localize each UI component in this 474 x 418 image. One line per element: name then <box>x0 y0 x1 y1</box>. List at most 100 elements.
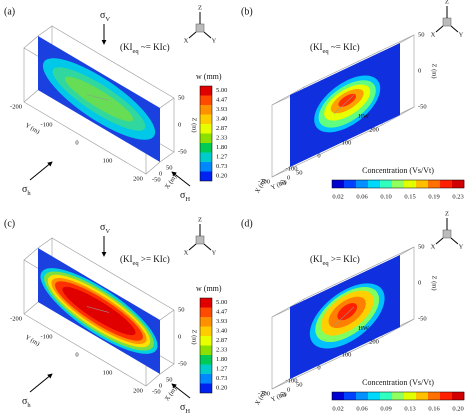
panel-label: (a) <box>4 6 15 17</box>
colorbar-tick-label: 0.73 <box>216 375 227 382</box>
box-edge <box>23 35 39 49</box>
stress-arrow <box>29 161 53 181</box>
box-edge <box>399 246 415 256</box>
colorbar-swatch <box>200 298 212 308</box>
colorbar-swatch <box>200 86 212 96</box>
condition-part: (KI <box>310 254 323 264</box>
box-edge <box>289 86 305 96</box>
colorbar-tick-label: 2.33 <box>216 347 227 354</box>
z-tick-label: 0 <box>178 333 181 340</box>
triad-label: Z <box>198 216 202 223</box>
colorbar-tick-label: 0.20 <box>216 173 227 180</box>
box-edge <box>145 373 161 387</box>
condition: (KIeq >= KIc) <box>310 254 360 267</box>
y-tick-label: 100 <box>103 157 113 164</box>
box-edge <box>23 247 39 261</box>
colorbar-tick-label: 1.80 <box>216 144 227 151</box>
colorbar-tick-label: 1.80 <box>216 356 227 363</box>
box-edge <box>37 237 53 249</box>
colorbar-swatch <box>200 326 212 336</box>
stress-arrow <box>171 383 191 399</box>
stress-h-part: h <box>27 190 31 197</box>
stress-v-part: V <box>105 16 110 23</box>
colorbar-tick-label: 4.47 <box>216 97 228 104</box>
colorbar-swatch <box>428 180 441 188</box>
colorbar-swatch <box>200 95 212 105</box>
colorbar-swatch <box>404 180 417 188</box>
colorbar-swatch <box>200 162 212 172</box>
wellbore <box>333 306 355 327</box>
wellbore <box>333 94 355 115</box>
y-axis-title: Y (m) <box>24 334 41 348</box>
x-tick-label: -50 <box>278 179 287 186</box>
colorbar-tick-label: 4.47 <box>216 309 228 316</box>
stress-h-part: σ <box>22 184 28 195</box>
triad-axis <box>188 243 197 251</box>
fracture-plane <box>38 248 160 374</box>
contour-band <box>64 76 134 122</box>
y-tick-label: -100 <box>286 377 298 384</box>
colorbar-tick-label: 0.06 <box>356 405 368 412</box>
x-tick-label: 0 <box>159 170 162 177</box>
colorbar-tick-label: 3.93 <box>216 318 227 325</box>
y-tick-label: 100 <box>103 369 113 376</box>
contour-band <box>62 286 136 336</box>
box-edge <box>145 161 161 175</box>
box-edge <box>271 306 291 318</box>
colorbar-title: w (mm) <box>196 72 222 81</box>
colorbar-swatch <box>440 392 453 400</box>
colorbar-swatch <box>200 124 212 134</box>
z-tick-label: -50 <box>418 315 427 322</box>
colorbar-frame <box>331 179 465 189</box>
y-axis-title: Y (m) <box>24 122 41 136</box>
z-tick-label: -50 <box>178 360 187 367</box>
triad-axis <box>435 237 444 245</box>
condition-part: ~= KIc) <box>329 42 360 52</box>
x-tick-label: -50 <box>278 391 287 398</box>
colorbar-tick-label: 0.20 <box>452 405 463 412</box>
colorbar-tick-label: 5.00 <box>216 87 227 94</box>
x-axis-title: X (m) <box>164 386 179 403</box>
x-axis-title: X (m) <box>254 177 268 194</box>
colorbar-swatch <box>404 392 417 400</box>
colorbar-tick-label: 0.10 <box>380 193 391 200</box>
colorbar-tick-label: 0.19 <box>428 193 439 200</box>
stress-h: σh <box>22 184 31 197</box>
colorbar-swatch <box>344 392 357 400</box>
condition-part: (KI <box>120 254 133 264</box>
stress-arrow <box>29 373 53 393</box>
x-tick-label: 50 <box>166 164 173 171</box>
box-edge <box>23 89 39 103</box>
colorbar-swatch <box>332 392 345 400</box>
z-axis-title: Z (m) <box>191 330 198 345</box>
stress-H-part: H <box>185 408 190 415</box>
stress-v-part: σ <box>100 10 106 21</box>
z-axis-title: Z (m) <box>431 64 438 79</box>
condition: (KIeq ~= KIc) <box>310 42 360 55</box>
z-tick-label: -50 <box>418 103 427 110</box>
panel-label: (c) <box>4 218 15 229</box>
box-edge <box>23 301 39 315</box>
wellbore <box>86 94 109 101</box>
panel-label: (b) <box>241 6 253 17</box>
colorbar-tick-label: 2.87 <box>216 125 228 132</box>
x-tick-label: -50 <box>152 176 161 183</box>
stress-H-part: H <box>185 196 190 203</box>
colorbar-tick-label: 0.15 <box>404 193 415 200</box>
x-axis-title: X (m) <box>254 389 268 406</box>
fracture-plane <box>290 255 400 379</box>
stress-h-part: σ <box>22 396 28 407</box>
colorbar-swatch <box>368 180 381 188</box>
colorbar-swatch <box>200 374 212 384</box>
triad-label: X <box>184 249 189 256</box>
y-tick-label: -100 <box>41 333 53 340</box>
x-tick-label: 50 <box>296 169 303 176</box>
colorbar-tick-label: 1.27 <box>216 154 228 161</box>
z-tick-label: 50 <box>418 31 425 38</box>
y-tick-label: -100 <box>286 165 298 172</box>
colorbar-swatch <box>452 392 465 400</box>
condition-part: (KI <box>310 42 323 52</box>
colorbar-tick-label: 1.27 <box>216 366 228 373</box>
annotation: HW <box>358 113 370 120</box>
triad-label: Z <box>445 210 449 217</box>
